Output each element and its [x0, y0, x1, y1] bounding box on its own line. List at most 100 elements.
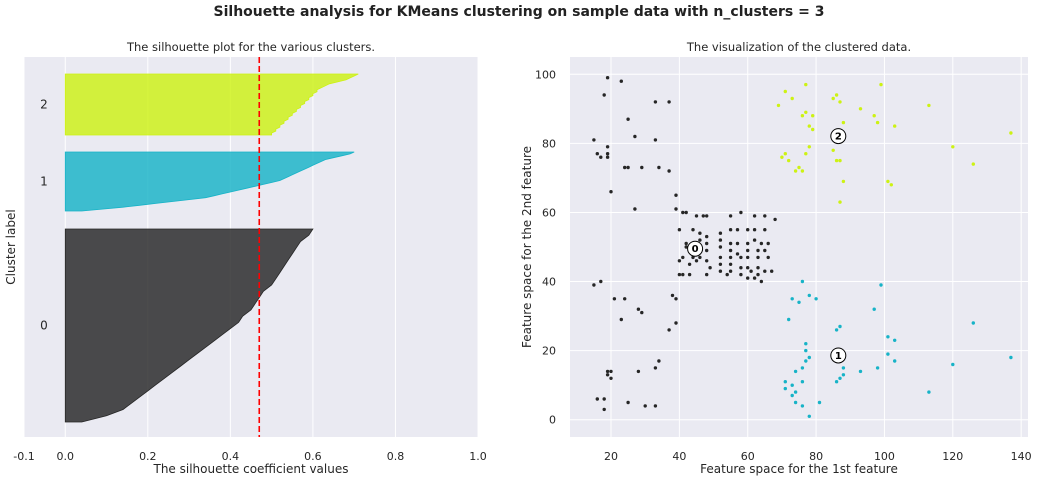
- scatter-point-cluster-2: [793, 169, 798, 173]
- scatter-point-cluster-0: [657, 359, 661, 363]
- silhouette-cluster-label: 2: [40, 98, 48, 112]
- scatter-point-cluster-0: [718, 238, 723, 242]
- scatter-point-cluster-2: [872, 114, 876, 118]
- scatter-point-cluster-0: [766, 255, 770, 260]
- scatter-point-cluster-0: [756, 272, 760, 277]
- scatter-point-cluster-0: [773, 217, 777, 222]
- scatter-y-tick: 100: [535, 68, 556, 81]
- scatter-point-cluster-2: [879, 82, 883, 87]
- scatter-point-cluster-0: [599, 279, 603, 284]
- scatter-point-cluster-2: [811, 127, 815, 132]
- scatter-point-cluster-2: [886, 179, 890, 184]
- silhouette-title: The silhouette plot for the various clus…: [126, 40, 375, 54]
- scatter-y-tick: 80: [542, 137, 556, 150]
- cluster-center-label: 2: [835, 132, 842, 143]
- scatter-point-cluster-0: [599, 155, 603, 159]
- scatter-point-cluster-2: [838, 200, 842, 204]
- scatter-point-cluster-0: [667, 100, 671, 104]
- scatter-point-cluster-2: [951, 145, 955, 149]
- scatter-point-cluster-1: [790, 383, 794, 387]
- scatter-point-cluster-0: [756, 248, 760, 253]
- scatter-point-cluster-1: [804, 359, 808, 363]
- scatter-point-cluster-1: [783, 380, 787, 384]
- scatter-point-cluster-0: [752, 214, 757, 218]
- scatter-point-cluster-2: [783, 152, 787, 156]
- scatter-point-cluster-1: [838, 324, 842, 329]
- scatter-point-cluster-1: [971, 321, 975, 325]
- scatter-point-cluster-0: [728, 214, 733, 218]
- scatter-point-cluster-0: [684, 245, 688, 249]
- scatter-point-cluster-0: [667, 328, 671, 332]
- scatter-point-cluster-0: [759, 241, 764, 246]
- scatter-point-cluster-0: [619, 317, 623, 322]
- scatter-point-cluster-0: [718, 262, 723, 266]
- scatter-point-cluster-0: [728, 269, 733, 273]
- scatter-title: The visualization of the clustered data.: [686, 40, 911, 54]
- scatter-point-cluster-2: [831, 96, 835, 101]
- scatter-point-cluster-0: [694, 214, 699, 218]
- scatter-point-cluster-0: [633, 207, 637, 211]
- scatter-point-cluster-0: [739, 255, 743, 260]
- cluster-center-2: [830, 128, 847, 145]
- scatter-point-cluster-0: [605, 152, 610, 156]
- scatter-point-cluster-0: [746, 241, 750, 246]
- scatter-point-cluster-2: [800, 114, 805, 118]
- scatter-point-cluster-0: [670, 293, 675, 298]
- scatter-point-cluster-0: [739, 272, 743, 277]
- silhouette-ylabel: Cluster label: [4, 209, 18, 284]
- scatter-point-cluster-0: [698, 231, 702, 235]
- scatter-point-cluster-0: [728, 228, 733, 232]
- scatter-point-cluster-0: [705, 214, 709, 218]
- scatter-point-cluster-0: [687, 262, 692, 266]
- scatter-point-cluster-0: [674, 207, 678, 211]
- scatter-point-cluster-0: [752, 276, 757, 280]
- scatter-point-cluster-0: [626, 165, 630, 170]
- scatter-plot-area: [570, 57, 1028, 437]
- scatter-x-tick: 20: [604, 450, 618, 463]
- scatter-point-cluster-1: [834, 328, 839, 332]
- silhouette-x-tick: 0.2: [139, 450, 157, 463]
- scatter-y-tick: 0: [549, 414, 556, 427]
- scatter-point-cluster-0: [643, 404, 647, 408]
- scatter-point-cluster-1: [783, 386, 787, 391]
- scatter-point-cluster-0: [728, 248, 733, 253]
- scatter-point-cluster-2: [858, 107, 863, 111]
- scatter-xlabel: Feature space for the 1st feature: [700, 462, 898, 476]
- scatter-point-cluster-0: [763, 214, 767, 218]
- scatter-point-cluster-2: [834, 158, 839, 163]
- scatter-y-tick: 40: [542, 276, 556, 289]
- cluster-center-0: [687, 240, 704, 257]
- scatter-point-cluster-1: [804, 348, 808, 353]
- silhouette-cluster-label: 0: [40, 319, 48, 333]
- scatter-x-tick: 120: [942, 450, 963, 463]
- silhouette-x-tick: 0.0: [57, 450, 75, 463]
- scatter-point-cluster-1: [797, 300, 801, 304]
- scatter-point-cluster-0: [694, 259, 699, 263]
- scatter-point-cluster-0: [623, 165, 627, 170]
- scatter-point-cluster-0: [763, 228, 767, 232]
- scatter-point-cluster-1: [838, 376, 842, 380]
- scatter-point-cluster-2: [807, 145, 811, 149]
- scatter-point-cluster-2: [893, 124, 897, 128]
- figure-title: Silhouette analysis for KMeans clusterin…: [213, 4, 825, 20]
- cluster-center-label: 0: [692, 244, 699, 255]
- scatter-point-cluster-0: [592, 283, 596, 287]
- scatter-point-cluster-0: [735, 228, 740, 232]
- scatter-point-cluster-0: [640, 165, 644, 170]
- scatter-point-cluster-1: [893, 338, 897, 342]
- scatter-point-cluster-1: [807, 355, 811, 360]
- silhouette-xlabel: The silhouette coefficient values: [153, 462, 349, 476]
- scatter-point-cluster-0: [770, 269, 774, 273]
- scatter-point-cluster-0: [752, 238, 757, 242]
- scatter-point-cluster-0: [653, 366, 658, 370]
- scatter-point-cluster-0: [725, 272, 729, 277]
- scatter-point-cluster-1: [879, 283, 883, 287]
- scatter-point-cluster-2: [780, 155, 784, 159]
- scatter-point-cluster-0: [728, 262, 733, 266]
- scatter-point-cluster-0: [602, 93, 606, 97]
- scatter-point-cluster-0: [602, 407, 606, 412]
- silhouette-cluster-0: [64, 228, 314, 423]
- scatter-point-cluster-2: [807, 124, 811, 128]
- silhouette-x-tick: 0.6: [304, 450, 322, 463]
- scatter-point-cluster-0: [595, 397, 599, 401]
